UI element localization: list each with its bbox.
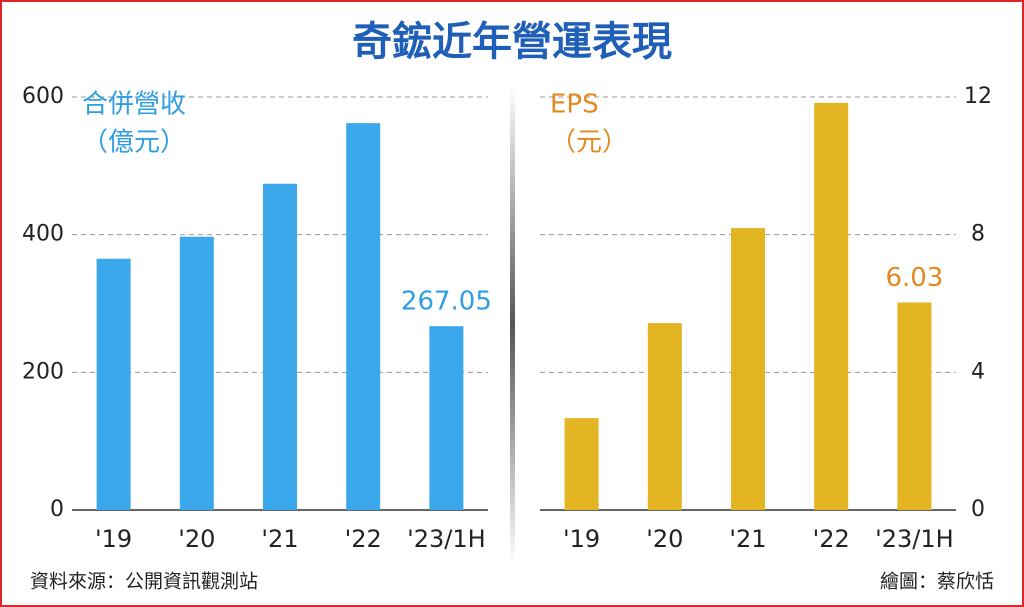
credit: 繪圖：蔡欣恬	[880, 571, 994, 593]
x-tick-label: '20	[646, 525, 683, 553]
x-tick-label: '19	[563, 525, 600, 553]
y-tick-label: 0	[50, 497, 64, 522]
bar	[897, 302, 932, 510]
x-tick-label: '23/1H	[875, 525, 954, 553]
x-tick-label: '22	[813, 525, 850, 553]
bar	[647, 323, 682, 510]
chart-title: 奇鋐近年營運表現	[352, 19, 672, 65]
bar	[179, 236, 214, 510]
source: 資料來源：公開資訊觀測站	[30, 571, 258, 593]
y-tick-label: 12	[964, 84, 992, 109]
y-tick-label: 0	[971, 497, 985, 522]
bar	[731, 228, 765, 510]
bar	[564, 418, 599, 510]
y-axis-label: EPS	[550, 90, 599, 120]
y-tick-label: 4	[971, 359, 985, 384]
bar	[346, 123, 381, 510]
y-tick-label: 8	[971, 222, 985, 247]
x-tick-label: '23/1H	[407, 525, 486, 553]
bar	[429, 326, 464, 510]
bar	[96, 258, 131, 510]
value-label: 6.03	[885, 263, 943, 293]
x-tick-label: '20	[178, 525, 215, 553]
y-axis-label: （元）	[550, 128, 628, 158]
separator	[510, 85, 515, 565]
x-tick-label: '21	[729, 525, 766, 553]
y-tick-label: 400	[22, 222, 64, 247]
x-tick-label: '22	[345, 525, 382, 553]
bar	[814, 102, 849, 510]
bar	[263, 183, 297, 511]
y-axis-label: （億元）	[82, 128, 186, 158]
x-tick-label: '21	[261, 525, 298, 553]
x-tick-label: '19	[95, 525, 132, 553]
y-tick-label: 200	[22, 359, 64, 384]
y-axis-label: 合併營收	[82, 90, 186, 120]
y-tick-label: 600	[22, 84, 64, 109]
value-label: 267.05	[401, 287, 492, 317]
